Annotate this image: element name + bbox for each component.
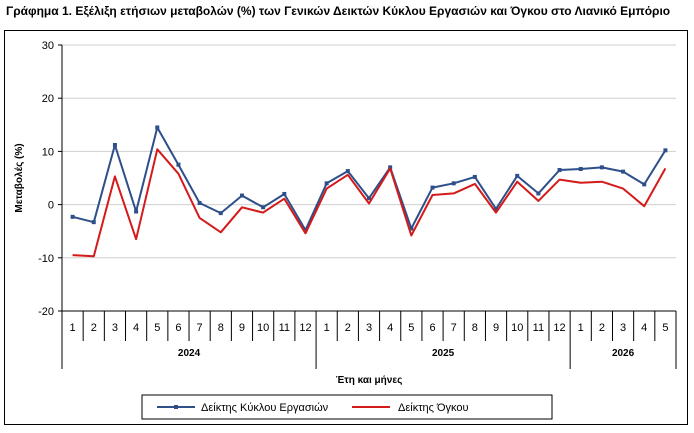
x-tick-label: 5 xyxy=(662,322,668,334)
x-tick-label: 2 xyxy=(345,322,351,334)
x-tick-label: 5 xyxy=(408,322,414,334)
x-tick-label: 4 xyxy=(387,322,393,334)
data-point-turnover xyxy=(261,205,266,210)
data-point-turnover xyxy=(345,169,350,174)
x-tick-label: 3 xyxy=(366,322,372,334)
data-point-turnover xyxy=(218,211,223,216)
y-tick-label: 30 xyxy=(42,40,54,52)
data-point-turnover xyxy=(282,191,287,196)
x-tick-label: 2 xyxy=(599,322,605,334)
x-tick-label: 11 xyxy=(533,322,544,334)
x-tick-label: 9 xyxy=(239,322,245,334)
x-tick-label: 1 xyxy=(324,322,330,334)
data-point-turnover xyxy=(536,191,541,196)
data-point-turnover xyxy=(70,214,75,219)
data-point-turnover xyxy=(91,220,96,225)
data-point-turnover xyxy=(112,143,117,148)
data-point-turnover xyxy=(515,173,520,178)
data-point-turnover xyxy=(197,201,202,206)
y-tick-label: -10 xyxy=(38,253,54,265)
year-group-label: 2025 xyxy=(432,348,455,359)
series-line-turnover xyxy=(72,126,667,232)
x-tick-label: 1 xyxy=(70,322,76,334)
y-axis: -20 -10 0 10 20 30 xyxy=(38,40,63,318)
legend-label-turnover: Δείκτης Κύκλου Εργασιών xyxy=(201,402,329,414)
data-point-turnover xyxy=(494,206,499,211)
x-tick-label: 7 xyxy=(451,322,457,334)
x-tick-label: 4 xyxy=(133,322,139,334)
data-point-turnover xyxy=(134,209,139,214)
x-tick-label: 6 xyxy=(429,322,435,334)
chart-frame: -20 -10 0 10 20 30 1 2 3 4 5 6 7 8 9 10 11 12 1 2 3 4 5 6 7 8 9 10… xyxy=(4,30,688,425)
x-tick-label: 11 xyxy=(279,322,290,334)
data-point-turnover xyxy=(239,193,244,198)
year-group-label: 2024 xyxy=(178,348,201,359)
series-lines xyxy=(70,125,668,258)
series-line-volume xyxy=(72,148,667,258)
x-tick-label: 9 xyxy=(493,322,499,334)
x-tick-label: 6 xyxy=(175,322,181,334)
data-point-turnover xyxy=(642,182,647,187)
legend-label-volume: Δείκτης Όγκου xyxy=(398,402,469,414)
y-tick-label: 10 xyxy=(42,146,54,158)
legend: Δείκτης Κύκλου Εργασιών Δείκτης Όγκου xyxy=(141,394,553,420)
grid-lines xyxy=(62,44,676,312)
x-tick-label: 3 xyxy=(620,322,626,334)
x-tick-label: 8 xyxy=(218,322,224,334)
data-point-turnover xyxy=(155,125,160,130)
legend-marker-turnover xyxy=(174,405,178,409)
x-tick-label: 12 xyxy=(299,322,311,334)
x-tick-label: 10 xyxy=(511,322,523,334)
data-point-turnover xyxy=(621,169,626,174)
data-point-turnover xyxy=(367,196,371,201)
x-tick-label: 1 xyxy=(578,322,584,334)
data-point-turnover xyxy=(388,165,393,170)
x-tick-label: 10 xyxy=(257,322,269,334)
data-point-turnover xyxy=(578,166,583,171)
x-tick-label: 12 xyxy=(553,322,565,334)
x-tick-label: 2 xyxy=(91,322,97,334)
data-point-turnover xyxy=(303,228,308,233)
data-point-turnover xyxy=(176,162,181,167)
data-point-turnover xyxy=(663,148,668,153)
chart-title: Γράφημα 1. Εξέλιξη ετήσιων μεταβολών (%)… xyxy=(6,4,671,18)
data-point-turnover xyxy=(324,181,329,186)
data-point-turnover xyxy=(409,226,414,231)
legend-box xyxy=(141,394,553,420)
x-tick-label: 8 xyxy=(472,322,478,334)
x-tick-label: 5 xyxy=(154,322,160,334)
data-point-turnover xyxy=(557,168,562,173)
y-axis-label: Μεταβολές (%) xyxy=(14,143,25,212)
y-tick-label: 20 xyxy=(42,93,54,105)
data-point-turnover xyxy=(451,181,456,186)
data-point-turnover xyxy=(599,165,604,170)
data-point-turnover xyxy=(430,185,435,190)
y-tick-label: -20 xyxy=(38,306,54,318)
year-group-label: 2026 xyxy=(612,348,635,359)
x-tick-label: 4 xyxy=(641,322,647,334)
x-tick-label: 3 xyxy=(112,322,118,334)
x-axis-label: Έτη και μήνες xyxy=(336,375,403,386)
x-tick-label: 7 xyxy=(197,322,203,334)
y-tick-label: 0 xyxy=(48,200,54,212)
data-point-turnover xyxy=(472,174,477,179)
